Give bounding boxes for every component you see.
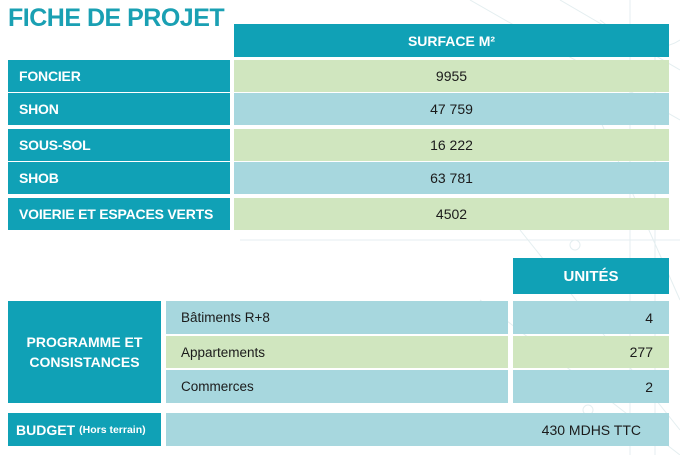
program-row-value-text: 4 bbox=[645, 309, 653, 326]
program-row-value-appartements: 277 bbox=[513, 336, 669, 368]
row-value-text: 63 781 bbox=[430, 170, 473, 186]
program-row-label-text: Bâtiments R+8 bbox=[181, 310, 270, 325]
surface-header: SURFACE M² bbox=[234, 24, 669, 57]
program-row-label-commerces: Commerces bbox=[166, 370, 508, 403]
row-label-text: SHOB bbox=[19, 170, 59, 186]
row-label-foncier: FONCIER bbox=[8, 60, 230, 92]
budget-value-text: 430 MDHS TTC bbox=[541, 421, 641, 438]
row-value-foncier: 9955 bbox=[234, 60, 669, 92]
units-header-label: UNITÉS bbox=[563, 267, 619, 285]
row-value-sous-sol: 16 222 bbox=[234, 129, 669, 161]
row-label-text: VOIERIE ET ESPACES VERTS bbox=[19, 206, 214, 222]
budget-label-note: (Hors terrain) bbox=[79, 423, 146, 436]
budget-value: 430 MDHS TTC bbox=[166, 413, 669, 446]
row-label-voierie: VOIERIE ET ESPACES VERTS bbox=[8, 198, 230, 230]
row-label-shob: SHOB bbox=[8, 162, 230, 194]
program-row-value-commerces: 2 bbox=[513, 370, 669, 403]
program-label: PROGRAMME ET CONSISTANCES bbox=[8, 301, 161, 403]
row-value-shon: 47 759 bbox=[234, 93, 669, 125]
row-value-text: 47 759 bbox=[430, 101, 473, 117]
row-value-text: 4502 bbox=[435, 206, 468, 222]
row-label-text: SHON bbox=[19, 101, 59, 117]
units-header: UNITÉS bbox=[513, 258, 669, 294]
program-row-label-text: Commerces bbox=[181, 379, 254, 394]
row-label-shon: SHON bbox=[8, 93, 230, 125]
budget-label: BUDGET (Hors terrain) bbox=[8, 413, 161, 446]
row-value-voierie: 4502 bbox=[234, 198, 669, 230]
program-row-label-text: Appartements bbox=[181, 344, 266, 360]
program-row-value-text: 2 bbox=[645, 378, 653, 395]
row-value-text: 16 222 bbox=[430, 137, 473, 153]
budget-label-text: BUDGET bbox=[16, 421, 76, 438]
program-row-value-text: 277 bbox=[629, 344, 653, 360]
row-value-text: 9955 bbox=[435, 68, 468, 84]
program-row-label-appartements: Appartements bbox=[166, 336, 508, 368]
row-label-text: SOUS-SOL bbox=[19, 137, 91, 153]
program-row-value-batiments: 4 bbox=[513, 301, 669, 334]
program-label-text: PROGRAMME ET CONSISTANCES bbox=[26, 334, 143, 370]
program-row-label-batiments: Bâtiments R+8 bbox=[166, 301, 508, 334]
row-label-sous-sol: SOUS-SOL bbox=[8, 129, 230, 161]
row-value-shob: 63 781 bbox=[234, 162, 669, 194]
surface-header-label: SURFACE M² bbox=[407, 32, 496, 49]
page-title: FICHE DE PROJET bbox=[8, 4, 225, 32]
row-label-text: FONCIER bbox=[19, 68, 81, 84]
